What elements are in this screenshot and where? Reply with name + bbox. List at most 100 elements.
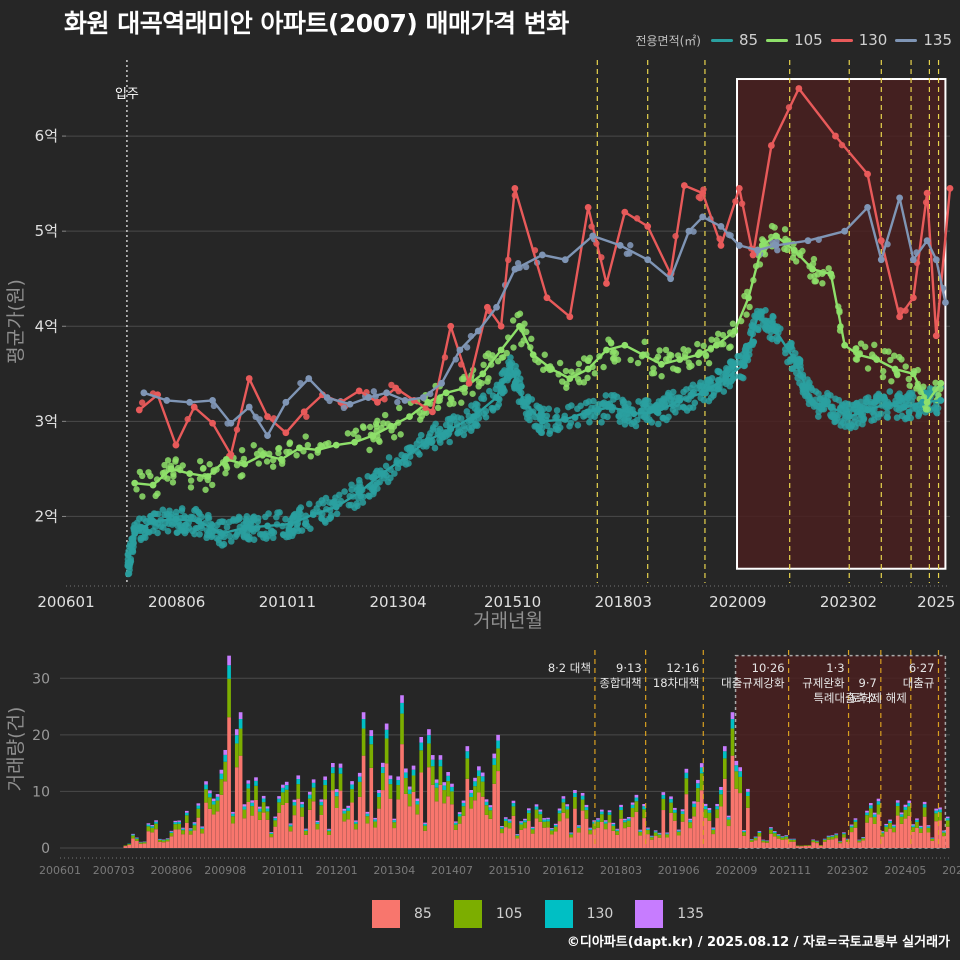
scatter-point-85 — [845, 404, 853, 412]
volume-bar-105 — [404, 778, 408, 794]
volume-bar-85 — [899, 823, 904, 848]
volume-bar-85 — [942, 836, 946, 848]
scatter-point-105 — [714, 330, 722, 338]
volume-bar-135 — [600, 809, 604, 812]
volume-bar-85 — [519, 829, 523, 848]
volume-bar-130 — [219, 773, 224, 780]
volume-bar-105 — [607, 814, 612, 823]
volume-bar-85 — [392, 828, 397, 848]
volume-bar-105 — [945, 820, 950, 827]
volume-bar-105 — [311, 787, 316, 802]
scatter-point-85 — [359, 499, 367, 506]
volume-bar-105 — [634, 801, 639, 812]
volume-bar-105 — [154, 823, 158, 830]
volume-bar-105 — [269, 833, 274, 838]
volume-bar-85 — [200, 833, 205, 848]
scatter-point-105 — [726, 344, 733, 351]
series-point-105 — [658, 360, 665, 368]
volume-bar-85 — [780, 839, 785, 848]
scatter-point-105 — [871, 341, 878, 349]
volume-bar-130 — [753, 837, 758, 838]
volume-bar-105 — [630, 807, 635, 818]
volume-bar-85 — [880, 836, 885, 848]
series-point-85 — [218, 530, 226, 537]
volume-bar-105 — [907, 806, 912, 816]
volume-bar-105 — [880, 833, 885, 837]
volume-bar-105 — [703, 809, 708, 819]
scatter-point-105 — [164, 457, 172, 464]
scatter-point-85 — [933, 409, 941, 417]
series-point-105 — [277, 455, 285, 463]
series-point-130 — [172, 441, 180, 449]
volume-bar-105 — [496, 748, 500, 772]
volume-bar-130 — [461, 802, 466, 807]
volume-bar-130 — [626, 818, 631, 821]
volume-bar-85 — [619, 818, 623, 848]
volume-bar-135 — [453, 821, 458, 823]
scatter-point-85 — [516, 375, 524, 382]
volume-bar-135 — [596, 818, 600, 820]
series-point-105 — [222, 455, 230, 463]
volume-bar-130 — [596, 819, 600, 822]
volume-bar-85 — [465, 778, 470, 848]
scatter-point-85 — [894, 392, 902, 399]
volume-bar-135 — [830, 835, 835, 836]
series-point-85 — [845, 413, 853, 420]
volume-bar-130 — [719, 790, 723, 795]
scatter-point-105 — [269, 463, 277, 470]
volume-bar-85 — [872, 823, 877, 848]
volume-bar-130 — [550, 829, 554, 831]
volume-bar-105 — [519, 824, 523, 830]
scatter-point-85 — [738, 373, 746, 381]
volume-bar-105 — [584, 810, 589, 819]
volume-bar-105 — [450, 791, 454, 805]
volume-bar-85 — [934, 821, 938, 848]
scatter-point-85 — [335, 491, 343, 499]
volume-bar-135 — [300, 801, 304, 805]
volume-bar-105 — [173, 824, 178, 830]
volume-bar-135 — [657, 832, 662, 834]
volume-bar-85 — [357, 796, 362, 848]
volume-bar-130 — [853, 819, 858, 822]
volume-bar-85 — [361, 755, 366, 848]
volume-bar-105 — [296, 784, 301, 799]
volume-bar-85 — [192, 830, 197, 848]
volume-bar-105 — [692, 806, 696, 817]
volume-bar-130 — [503, 818, 508, 821]
scatter-point-85 — [600, 412, 608, 420]
volume-bar-130 — [880, 832, 885, 834]
volume-bar-105 — [254, 785, 258, 800]
volume-bar-135 — [250, 800, 254, 803]
volume-bar-105 — [419, 750, 424, 773]
volume-bar-105 — [158, 840, 162, 842]
volume-bar-105 — [377, 797, 381, 809]
series-point-105 — [387, 422, 395, 430]
series-point-85 — [584, 408, 592, 416]
volume-bar-105 — [550, 830, 554, 835]
volume-bar-85 — [830, 839, 835, 848]
volume-bar-85 — [204, 802, 208, 848]
volume-bar-135 — [592, 820, 596, 822]
volume-bar-135 — [334, 789, 339, 793]
scatter-point-105 — [783, 246, 791, 254]
series-point-135 — [685, 227, 693, 235]
scatter-point-85 — [480, 410, 488, 417]
scatter-point-105 — [654, 353, 662, 360]
volume-bar-85 — [857, 842, 862, 848]
volume-bar-135 — [154, 820, 158, 822]
volume-bar-135 — [461, 800, 466, 803]
scatter-point-105 — [563, 380, 570, 388]
series-point-105 — [603, 346, 610, 354]
volume-bar-135 — [242, 804, 247, 807]
volume-bar-130 — [396, 780, 400, 786]
volume-bar-85 — [530, 833, 535, 848]
series-point-135 — [364, 394, 372, 401]
series-point-85 — [790, 356, 798, 363]
volume-bar-130 — [726, 817, 731, 820]
volume-bar-130 — [546, 819, 550, 822]
volume-bar-135 — [550, 828, 554, 830]
volume-bar-130 — [400, 702, 404, 714]
scatter-point-85 — [249, 514, 257, 521]
volume-x-tick-label: 202405 — [884, 864, 926, 877]
